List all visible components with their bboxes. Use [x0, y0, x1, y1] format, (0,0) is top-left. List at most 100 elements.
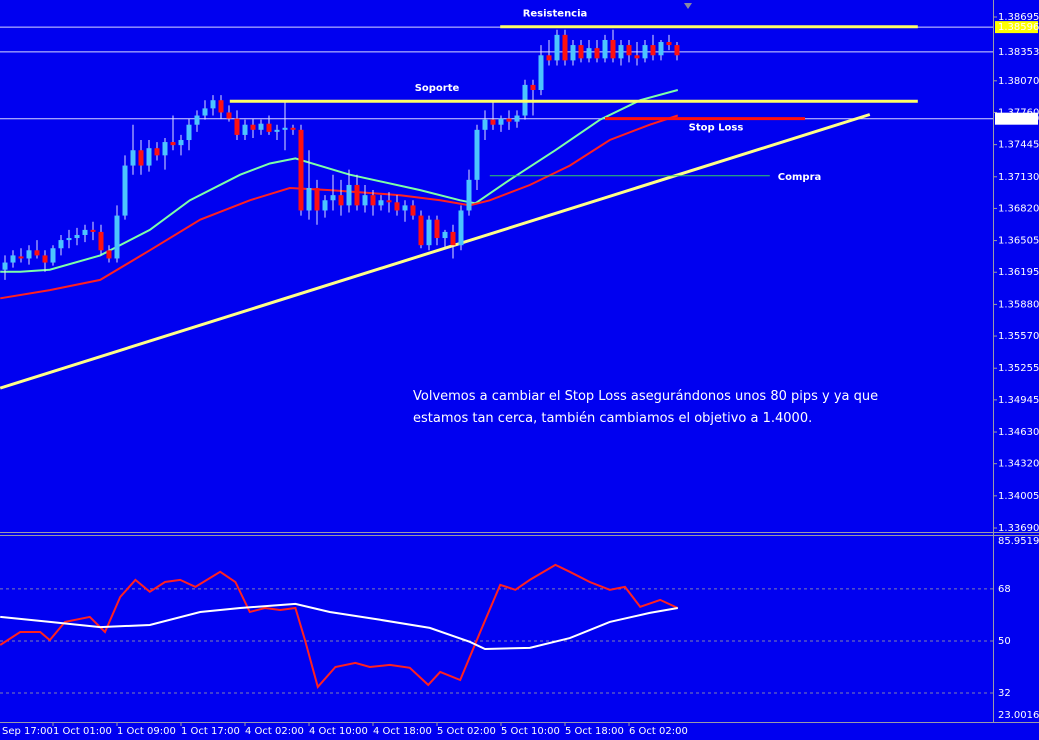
candle-body [194, 115, 200, 125]
candle-body [482, 119, 488, 130]
candle-body [666, 42, 672, 46]
candle-body [378, 200, 384, 206]
candle-body [250, 124, 256, 130]
candle-body [434, 219, 440, 239]
oscillator-line [0, 602, 678, 651]
main-panel: Resistencia Soporte Stop Loss Compra [0, 9, 993, 390]
candle-body [210, 100, 216, 109]
y-tick-label: 1.36820 [998, 203, 1039, 214]
axes: 1.386951.380701.377601.374451.371301.368… [2, 12, 1039, 737]
candle-body [370, 195, 376, 206]
y-tick-label: 1.34945 [998, 395, 1039, 406]
candle-body [618, 45, 624, 59]
price-label-box [995, 21, 1038, 34]
candle-body [458, 210, 464, 246]
candle-body [170, 142, 176, 146]
candle-body [402, 205, 408, 211]
candle-body [466, 179, 472, 211]
candle-body [218, 100, 224, 113]
candle-body [586, 48, 592, 59]
y-tick-label: 50 [998, 636, 1011, 647]
candle-body [386, 200, 392, 203]
moving-average [0, 114, 679, 300]
candle-body [578, 45, 584, 59]
candle-body [114, 215, 120, 259]
x-tick-label: 6 Oct 02:00 [629, 726, 688, 737]
candle-body [18, 256, 24, 259]
y-tick-label: 1.36195 [998, 267, 1039, 278]
candle-body [338, 195, 344, 206]
x-tick-label: 1 Oct 09:00 [117, 726, 176, 737]
candle-body [2, 262, 8, 270]
candle-body [314, 188, 320, 211]
candle-body [290, 127, 296, 130]
level-label: Stop Loss [689, 123, 744, 134]
candle-body [530, 84, 536, 90]
annotation: Volvemos a cambiar el Stop Loss asegurán… [413, 389, 879, 426]
y-tick-label: 1.34630 [998, 427, 1039, 438]
x-tick-label: 1 Oct 17:00 [181, 726, 240, 737]
oscillator-panel [0, 563, 993, 694]
x-tick-label: 4 Oct 18:00 [373, 726, 432, 737]
candle-body [650, 45, 656, 56]
price-label: 1.38596 [998, 22, 1039, 33]
y-tick-label: 1.37130 [998, 172, 1039, 183]
candle-body [330, 195, 336, 201]
candle-body [186, 124, 192, 141]
shift-marker [684, 3, 692, 9]
candle-body [362, 195, 368, 206]
candle-body [258, 123, 264, 130]
candle-body [26, 250, 32, 259]
candle-body [626, 45, 632, 56]
candle-body [178, 140, 184, 146]
moving-average [0, 89, 679, 273]
y-tick-label: 1.35880 [998, 299, 1039, 310]
candle-body [306, 188, 312, 211]
x-tick-label: Sep 17:00 [2, 726, 53, 737]
x-tick-label: 5 Oct 10:00 [501, 726, 560, 737]
level-label: Compra [778, 172, 821, 183]
y-tick-label: 1.33690 [998, 523, 1039, 534]
candle-body [282, 127, 288, 130]
candle-body [634, 55, 640, 59]
x-tick-label: 5 Oct 02:00 [437, 726, 496, 737]
x-tick-label: 4 Oct 02:00 [245, 726, 304, 737]
candle-body [298, 129, 304, 211]
y-tick-label: 68 [998, 584, 1011, 595]
candle-body [106, 250, 112, 259]
candle-body [226, 112, 232, 119]
candle-body [146, 148, 152, 166]
candle-body [538, 55, 544, 90]
candle-body [658, 42, 664, 56]
y-tick-label: 23.0016 [998, 710, 1039, 721]
candle-body [498, 118, 504, 125]
candle-body [474, 129, 480, 180]
candle-body [10, 255, 16, 263]
candle-body [562, 34, 568, 61]
candle-body [418, 215, 424, 246]
candle-body [410, 205, 416, 216]
candle-body [514, 115, 520, 122]
y-tick-label: 1.34005 [998, 491, 1039, 502]
candle-body [610, 39, 616, 59]
candle-body [346, 184, 352, 206]
candle-body [450, 231, 456, 246]
y-tick-label: 1.35255 [998, 363, 1039, 374]
candle-body [506, 118, 512, 122]
candle-body [642, 45, 648, 59]
y-tick-label: 1.34320 [998, 459, 1039, 470]
candle-body [274, 129, 280, 132]
candle-body [570, 45, 576, 61]
candle-body [674, 45, 680, 56]
candle-body [66, 238, 72, 241]
x-tick-label: 5 Oct 18:00 [565, 726, 624, 737]
price-label-box [995, 112, 1038, 125]
level-label: Resistencia [523, 9, 588, 20]
candle-body [594, 48, 600, 59]
candle-body [426, 219, 432, 246]
y-tick-label: 1.38695 [998, 12, 1039, 23]
y-tick-label: 1.37445 [998, 140, 1039, 151]
candle-body [50, 248, 56, 263]
y-tick-label: 1.38070 [998, 76, 1039, 87]
